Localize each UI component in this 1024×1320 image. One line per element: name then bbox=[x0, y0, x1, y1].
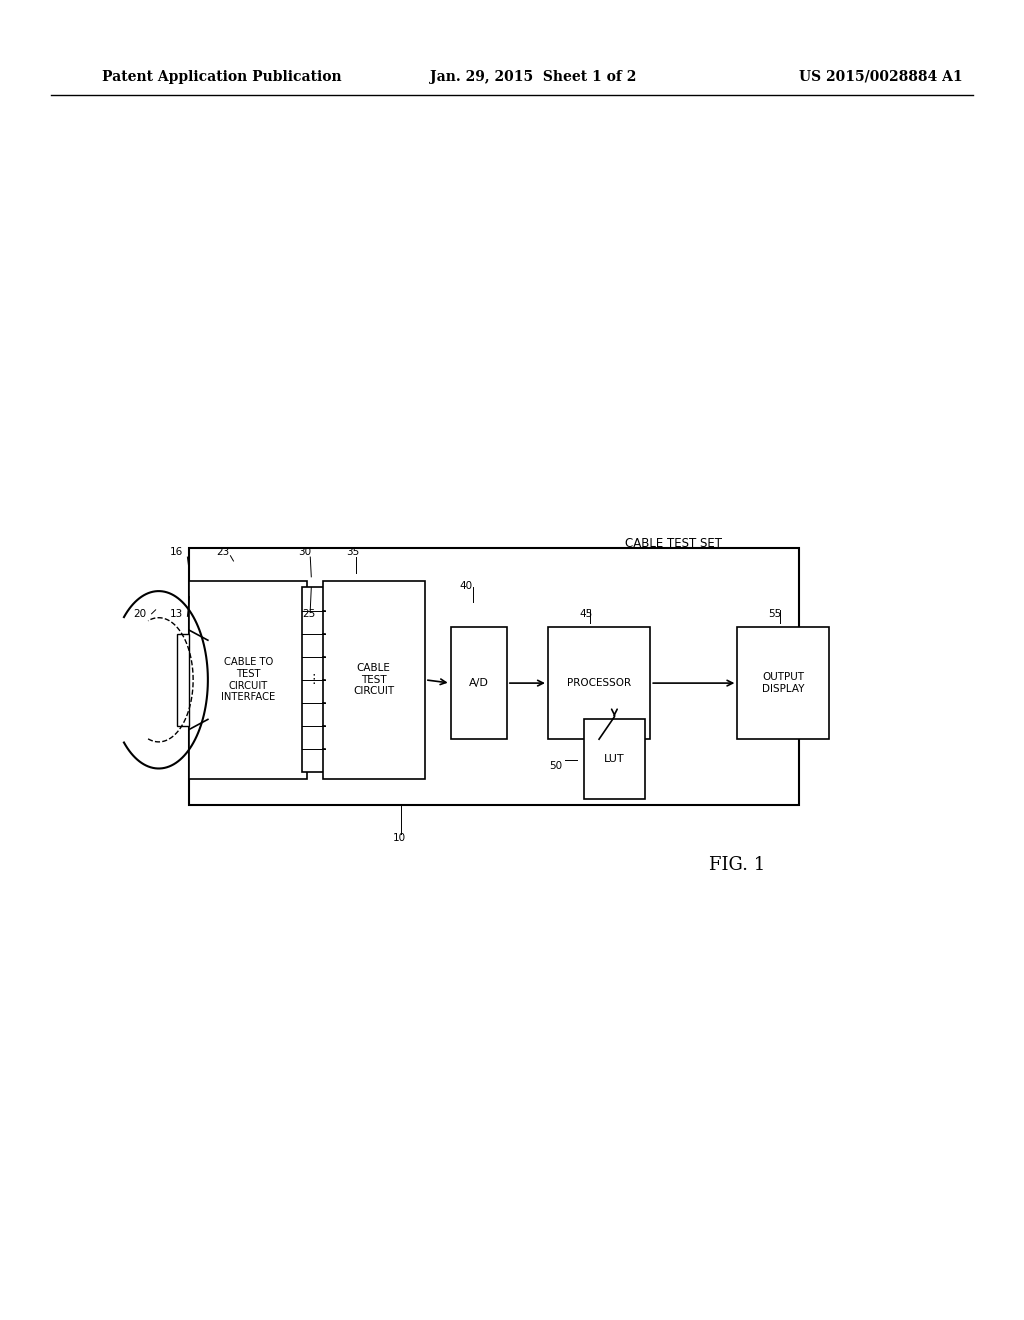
FancyBboxPatch shape bbox=[584, 719, 645, 799]
Text: 16: 16 bbox=[170, 546, 182, 557]
Text: Patent Application Publication: Patent Application Publication bbox=[102, 70, 342, 83]
Text: PROCESSOR: PROCESSOR bbox=[567, 678, 631, 688]
FancyBboxPatch shape bbox=[302, 587, 325, 772]
Text: Jan. 29, 2015  Sheet 1 of 2: Jan. 29, 2015 Sheet 1 of 2 bbox=[430, 70, 637, 83]
Text: CABLE TO
TEST
CIRCUIT
INTERFACE: CABLE TO TEST CIRCUIT INTERFACE bbox=[221, 657, 275, 702]
Text: A/D: A/D bbox=[469, 678, 488, 688]
Text: OUTPUT
DISPLAY: OUTPUT DISPLAY bbox=[762, 672, 805, 694]
FancyBboxPatch shape bbox=[451, 627, 507, 739]
Text: 13: 13 bbox=[170, 609, 182, 619]
Text: 35: 35 bbox=[347, 546, 359, 557]
Text: 23: 23 bbox=[217, 546, 229, 557]
FancyBboxPatch shape bbox=[548, 627, 650, 739]
FancyBboxPatch shape bbox=[323, 581, 425, 779]
Text: 30: 30 bbox=[299, 546, 311, 557]
Text: US 2015/0028884 A1: US 2015/0028884 A1 bbox=[799, 70, 963, 83]
Text: 25: 25 bbox=[303, 609, 315, 619]
FancyBboxPatch shape bbox=[189, 581, 307, 779]
Text: CABLE
TEST
CIRCUIT: CABLE TEST CIRCUIT bbox=[353, 663, 394, 697]
Text: 50: 50 bbox=[550, 760, 562, 771]
Text: FIG. 1: FIG. 1 bbox=[710, 855, 765, 874]
Text: CABLE TEST SET: CABLE TEST SET bbox=[625, 537, 722, 550]
Text: 55: 55 bbox=[769, 609, 781, 619]
FancyBboxPatch shape bbox=[189, 548, 799, 805]
Text: 40: 40 bbox=[460, 581, 472, 591]
Text: 10: 10 bbox=[393, 833, 406, 843]
Text: 45: 45 bbox=[580, 609, 592, 619]
FancyBboxPatch shape bbox=[177, 634, 189, 726]
Text: LUT: LUT bbox=[604, 754, 625, 764]
Text: 20: 20 bbox=[134, 609, 146, 619]
Text: ⋮: ⋮ bbox=[307, 673, 319, 686]
FancyBboxPatch shape bbox=[737, 627, 829, 739]
